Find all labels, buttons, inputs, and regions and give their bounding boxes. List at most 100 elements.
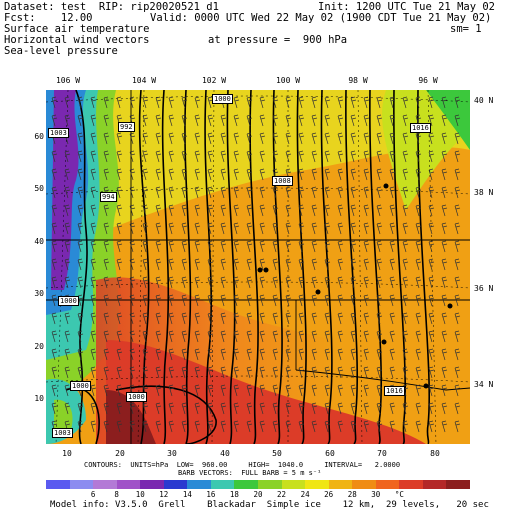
- wind-barb: [142, 186, 149, 199]
- wind-barb: [428, 168, 435, 181]
- wind-barb: [441, 294, 448, 307]
- color-scale-label: 10: [135, 490, 145, 499]
- wind-barb: [77, 240, 84, 253]
- wind-barb: [103, 276, 110, 289]
- wind-barb: [428, 330, 435, 343]
- wind-barb: [428, 96, 435, 109]
- wind-barb: [272, 114, 279, 127]
- wind-barb: [415, 204, 422, 217]
- y-index-label: 20: [34, 342, 44, 351]
- wind-barb: [233, 186, 240, 199]
- wind-barb: [64, 366, 71, 379]
- wind-barb: [129, 294, 136, 307]
- wind-barb: [233, 132, 240, 145]
- wind-barb: [77, 222, 84, 235]
- wind-barb: [64, 222, 71, 235]
- lon-label: 106 W: [55, 76, 81, 85]
- wind-barb: [259, 96, 266, 109]
- wind-barb: [337, 276, 344, 289]
- wind-barb: [259, 240, 266, 253]
- x-index-label: 70: [377, 449, 387, 458]
- wind-barb: [311, 420, 318, 433]
- wind-barb: [324, 348, 331, 361]
- wind-barb: [285, 222, 292, 235]
- wind-barb: [233, 222, 240, 235]
- color-scale-label: 26: [324, 490, 334, 499]
- wind-barb: [389, 258, 396, 271]
- wind-barb: [389, 114, 396, 127]
- wind-barb: [441, 150, 448, 163]
- wind-barb: [155, 294, 162, 307]
- wind-barb: [181, 312, 188, 325]
- wind-barb: [402, 114, 409, 127]
- wind-barb: [51, 240, 58, 253]
- wind-barb: [233, 294, 240, 307]
- wind-barb: [350, 168, 357, 181]
- wind-barb: [324, 312, 331, 325]
- wind-barb: [402, 312, 409, 325]
- wind-barb: [220, 348, 227, 361]
- wind-barb: [194, 96, 201, 109]
- wind-barb: [116, 384, 123, 397]
- wind-barb: [168, 402, 175, 415]
- wind-barb: [324, 276, 331, 289]
- wind-barb: [350, 330, 357, 343]
- wind-barb: [142, 114, 149, 127]
- wind-barb: [285, 240, 292, 253]
- color-scale-label: 18: [229, 490, 239, 499]
- wind-barb: [415, 96, 422, 109]
- wind-barb: [454, 258, 461, 271]
- wind-barb: [64, 330, 71, 343]
- wind-barb: [454, 312, 461, 325]
- wind-barb: [116, 96, 123, 109]
- wind-barb: [64, 384, 71, 397]
- wind-barb: [181, 204, 188, 217]
- x-index-label: 60: [325, 449, 335, 458]
- wind-barb: [116, 312, 123, 325]
- wind-barb: [350, 240, 357, 253]
- wind-barb: [285, 150, 292, 163]
- wind-barb: [311, 114, 318, 127]
- wind-barb: [77, 348, 84, 361]
- wind-barb: [298, 150, 305, 163]
- wind-barb: [207, 240, 214, 253]
- wind-barb: [194, 294, 201, 307]
- wind-barb: [415, 384, 422, 397]
- wind-barb: [272, 258, 279, 271]
- wind-barb: [376, 366, 383, 379]
- wind-barb: [337, 132, 344, 145]
- wind-barb: [389, 420, 396, 433]
- wind-barb: [51, 294, 58, 307]
- wind-barb: [142, 348, 149, 361]
- wind-barb: [298, 312, 305, 325]
- wind-barb: [194, 420, 201, 433]
- wind-barb: [168, 312, 175, 325]
- wind-barb: [272, 276, 279, 289]
- contour-label: 1000: [70, 381, 91, 391]
- wind-barb: [298, 276, 305, 289]
- wind-barb: [337, 186, 344, 199]
- wind-barb: [363, 186, 370, 199]
- wind-barb: [246, 186, 253, 199]
- wind-barb: [311, 312, 318, 325]
- wind-barb: [90, 204, 97, 217]
- wind-barb: [350, 420, 357, 433]
- wind-barb: [415, 150, 422, 163]
- color-scale-label: 22: [277, 490, 287, 499]
- wind-barb: [285, 114, 292, 127]
- wind-barb: [207, 114, 214, 127]
- wind-barb: [168, 348, 175, 361]
- lat-label: 36 N: [474, 284, 494, 293]
- wind-barb: [350, 294, 357, 307]
- wind-barb: [363, 168, 370, 181]
- color-scale-swatch: [375, 480, 400, 489]
- contour-label: 1003: [52, 428, 73, 438]
- wind-barb: [324, 132, 331, 145]
- wind-barb: [428, 402, 435, 415]
- wind-barb: [376, 132, 383, 145]
- wind-barb: [285, 402, 292, 415]
- wind-barb: [454, 222, 461, 235]
- y-index-label: 40: [34, 237, 44, 246]
- wind-barb: [259, 312, 266, 325]
- wind-barb: [298, 114, 305, 127]
